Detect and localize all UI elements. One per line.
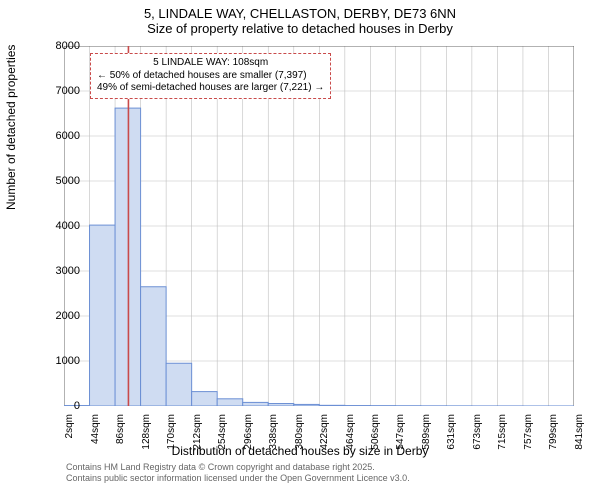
xtick-label: 506sqm [370,414,381,454]
ytick-label: 5000 [56,175,80,187]
xtick-label: 2sqm [64,414,75,454]
ytick-label: 2000 [56,310,80,322]
xtick-label: 799sqm [548,414,559,454]
xtick-label: 212sqm [192,414,203,454]
title-line1: 5, LINDALE WAY, CHELLASTON, DERBY, DE73 … [0,0,600,21]
xtick-label: 44sqm [90,414,101,454]
annotation-box: 5 LINDALE WAY: 108sqm ← 50% of detached … [90,53,331,99]
title-line2: Size of property relative to detached ho… [0,21,600,40]
annotation-line3: 49% of semi-detached houses are larger (… [97,82,324,95]
xtick-label: 254sqm [217,414,228,454]
xtick-label: 338sqm [268,414,279,454]
annotation-line2: ← 50% of detached houses are smaller (7,… [97,70,324,83]
ytick-label: 6000 [56,130,80,142]
ytick-label: 7000 [56,85,80,97]
histogram-svg [64,46,574,406]
xtick-label: 631sqm [446,414,457,454]
attribution-line2: Contains public sector information licen… [66,473,410,484]
chart-area [64,46,574,406]
annotation-line1: 5 LINDALE WAY: 108sqm [97,57,324,70]
xtick-label: 170sqm [166,414,177,454]
xtick-label: 547sqm [395,414,406,454]
xtick-label: 589sqm [421,414,432,454]
xtick-label: 715sqm [497,414,508,454]
xtick-label: 380sqm [294,414,305,454]
xtick-label: 464sqm [345,414,356,454]
attribution-line1: Contains HM Land Registry data © Crown c… [66,462,410,473]
y-axis-label: Number of detached properties [4,45,18,210]
xtick-label: 86sqm [115,414,126,454]
xtick-label: 673sqm [472,414,483,454]
xtick-label: 422sqm [319,414,330,454]
ytick-label: 8000 [56,40,80,52]
xtick-label: 296sqm [243,414,254,454]
ytick-label: 1000 [56,355,80,367]
xtick-label: 841sqm [574,414,585,454]
attribution: Contains HM Land Registry data © Crown c… [66,462,410,484]
xtick-label: 128sqm [141,414,152,454]
xtick-label: 757sqm [523,414,534,454]
ytick-label: 3000 [56,265,80,277]
ytick-label: 4000 [56,220,80,232]
ytick-label: 0 [74,400,80,412]
